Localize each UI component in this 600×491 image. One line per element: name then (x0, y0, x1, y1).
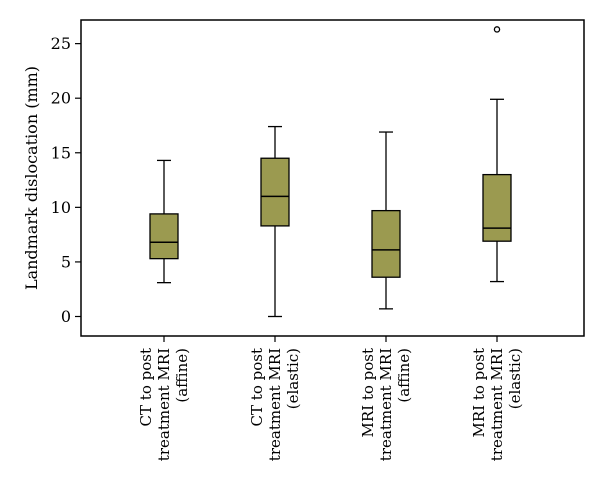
x-axis: CT to post treatment MRI (affine) CT to pos… (137, 336, 524, 461)
x-category-label-4-line-2: treatment MRI (488, 348, 506, 461)
y-axis: 0 5 10 15 20 25 (51, 34, 81, 326)
box-4 (482, 26, 512, 283)
x-category-label-1-line-2: treatment MRI (155, 348, 173, 461)
y-tick-label-5: 5 (61, 252, 71, 271)
y-axis-label: Landmark dislocation (mm) (22, 66, 41, 290)
y-tick-label-25: 25 (51, 34, 71, 53)
x-category-label-1-line-1: CT to post (137, 348, 155, 426)
iqr-box (260, 157, 290, 227)
y-tick-label-10: 10 (51, 198, 71, 217)
box-1 (149, 159, 179, 284)
iqr-box (371, 209, 401, 278)
x-category-label-3-line-1: MRI to post (359, 348, 377, 438)
y-tick-label-20: 20 (51, 89, 71, 108)
plot-frame (80, 19, 585, 337)
box-3 (371, 131, 401, 310)
x-category-label-2-line-1: CT to post (248, 348, 266, 426)
x-category-label-1-line-3: (affine) (173, 348, 191, 403)
x-category-label-2-line-3: (elastic) (284, 348, 302, 409)
y-tick-label-15: 15 (51, 143, 71, 162)
x-category-label-3-line-3: (affine) (395, 348, 413, 403)
x-category-label-2-line-2: treatment MRI (266, 348, 284, 461)
box-series (149, 26, 512, 318)
box-2 (260, 125, 290, 318)
iqr-box (149, 213, 179, 260)
iqr-box (482, 173, 512, 242)
x-category-label-3-line-2: treatment MRI (377, 348, 395, 461)
x-category-label-4-line-1: MRI to post (470, 348, 488, 438)
y-tick-label-0: 0 (61, 307, 71, 326)
x-category-label-4-line-3: (elastic) (506, 348, 524, 409)
outlier-point (493, 26, 501, 33)
